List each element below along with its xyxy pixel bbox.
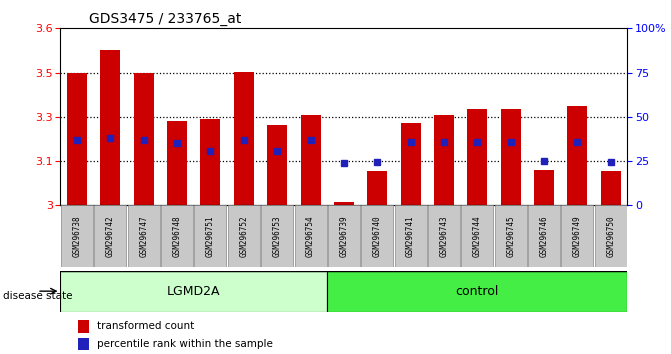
Bar	[501, 109, 521, 205]
Text: GSM296740: GSM296740	[372, 216, 382, 257]
Text: GSM296748: GSM296748	[172, 216, 182, 257]
Text: control: control	[456, 285, 499, 298]
Text: transformed count: transformed count	[97, 321, 195, 331]
Bar	[78, 338, 89, 350]
FancyBboxPatch shape	[328, 205, 360, 267]
Text: GSM296743: GSM296743	[440, 216, 448, 257]
FancyBboxPatch shape	[127, 205, 160, 267]
Bar	[101, 51, 120, 205]
Text: GSM296742: GSM296742	[106, 216, 115, 257]
Bar	[334, 202, 354, 205]
Bar	[401, 123, 421, 205]
Text: GSM296747: GSM296747	[140, 216, 148, 257]
FancyBboxPatch shape	[361, 205, 393, 267]
Bar	[568, 107, 587, 205]
Bar	[78, 320, 89, 333]
FancyBboxPatch shape	[461, 205, 493, 267]
Text: GSM296754: GSM296754	[306, 216, 315, 257]
Bar	[67, 73, 87, 205]
FancyBboxPatch shape	[295, 205, 327, 267]
Text: GDS3475 / 233765_at: GDS3475 / 233765_at	[89, 12, 241, 26]
FancyBboxPatch shape	[95, 205, 126, 267]
Text: GSM296749: GSM296749	[573, 216, 582, 257]
Text: percentile rank within the sample: percentile rank within the sample	[97, 339, 273, 349]
Bar	[601, 171, 621, 205]
Bar	[467, 109, 487, 205]
Text: GSM296753: GSM296753	[272, 216, 282, 257]
Text: GSM296744: GSM296744	[473, 216, 482, 257]
FancyBboxPatch shape	[562, 205, 593, 267]
Text: GSM296751: GSM296751	[206, 216, 215, 257]
FancyBboxPatch shape	[195, 205, 227, 267]
Text: disease state: disease state	[3, 291, 73, 301]
Bar	[167, 121, 187, 205]
FancyBboxPatch shape	[327, 271, 627, 312]
Bar	[534, 170, 554, 205]
Text: GSM296745: GSM296745	[506, 216, 515, 257]
Bar	[434, 115, 454, 205]
Bar	[301, 115, 321, 205]
Bar	[134, 73, 154, 205]
Text: GSM296738: GSM296738	[72, 216, 82, 257]
Bar	[201, 119, 221, 205]
Text: GSM296741: GSM296741	[406, 216, 415, 257]
FancyBboxPatch shape	[428, 205, 460, 267]
FancyBboxPatch shape	[161, 205, 193, 267]
Bar	[234, 72, 254, 205]
FancyBboxPatch shape	[61, 205, 93, 267]
FancyBboxPatch shape	[228, 205, 260, 267]
FancyBboxPatch shape	[261, 205, 293, 267]
Text: GSM296752: GSM296752	[240, 216, 248, 257]
Bar	[367, 171, 387, 205]
Bar	[267, 125, 287, 205]
Text: LGMD2A: LGMD2A	[167, 285, 221, 298]
Text: GSM296750: GSM296750	[606, 216, 615, 257]
FancyBboxPatch shape	[595, 205, 627, 267]
Text: GSM296739: GSM296739	[340, 216, 348, 257]
Text: GSM296746: GSM296746	[539, 216, 548, 257]
FancyBboxPatch shape	[60, 271, 327, 312]
FancyBboxPatch shape	[528, 205, 560, 267]
FancyBboxPatch shape	[495, 205, 527, 267]
FancyBboxPatch shape	[395, 205, 427, 267]
